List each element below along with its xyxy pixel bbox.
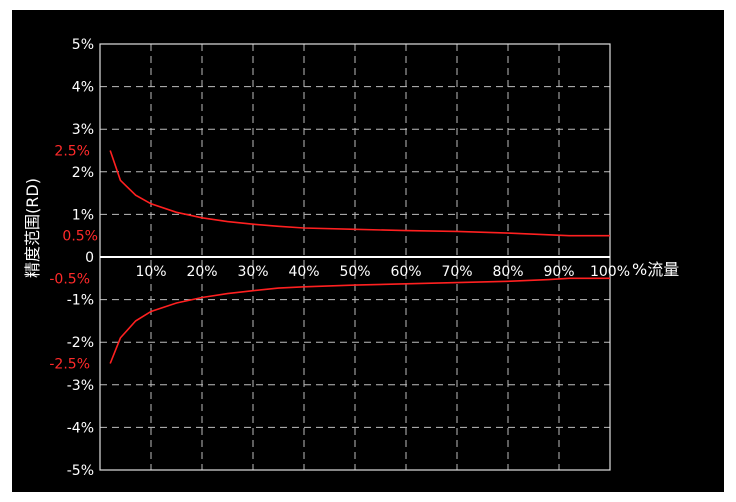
y-tick-label: 2%: [72, 165, 94, 181]
x-tick-label: 100%: [590, 264, 630, 280]
y-tick-label: 0: [85, 250, 94, 266]
y-tick-label: -5%: [67, 463, 94, 479]
x-tick-label: 40%: [288, 264, 319, 280]
tolerance-label: 0.5%: [62, 229, 98, 245]
axes: [99, 43, 611, 471]
tolerance-labels: 2.5% 0.5% -0.5% -2.5%: [49, 144, 98, 373]
series-line-upper: [109, 150, 610, 237]
y-tick-labels: 5% 4% 3% 2% 1% 0 -1% -2% -3% -4% -5%: [67, 37, 94, 479]
y-tick-label: -4%: [67, 420, 94, 436]
y-tick-label: 3%: [72, 122, 94, 138]
x-tick-labels: 10% 20% 30% 40% 50% 60% 70% 80% 90% 100%: [135, 264, 630, 280]
x-tick-label: 80%: [492, 264, 523, 280]
y-tick-label: -2%: [67, 335, 94, 351]
y-tick-label: 1%: [72, 207, 94, 223]
y-tick-label: -1%: [67, 293, 94, 309]
chart-background: 5% 4% 3% 2% 1% 0 -1% -2% -3% -4% -5% 10% 20% 30% 40% 5…: [12, 10, 724, 492]
y-tick-label: 4%: [72, 80, 94, 96]
series-line-lower: [109, 277, 610, 364]
tolerance-label: -0.5%: [49, 271, 90, 287]
tolerance-label: -2.5%: [49, 357, 90, 373]
x-tick-label: 50%: [339, 264, 370, 280]
x-tick-label: 90%: [543, 264, 574, 280]
x-tick-label: 20%: [186, 264, 217, 280]
x-tick-label: 10%: [135, 264, 166, 280]
y-tick-label: -3%: [67, 378, 94, 394]
x-axis-title: %流量: [632, 260, 679, 279]
y-tick-label: 5%: [72, 37, 94, 53]
x-tick-label: 70%: [441, 264, 472, 280]
tolerance-label: 2.5%: [54, 144, 90, 160]
line-chart: 5% 4% 3% 2% 1% 0 -1% -2% -3% -4% -5% 10% 20% 30% 40% 5…: [23, 37, 679, 479]
x-tick-label: 60%: [390, 264, 421, 280]
series-layer: [109, 150, 610, 364]
y-axis-title: 精度范围(RD): [23, 178, 42, 278]
x-tick-label: 30%: [237, 264, 268, 280]
